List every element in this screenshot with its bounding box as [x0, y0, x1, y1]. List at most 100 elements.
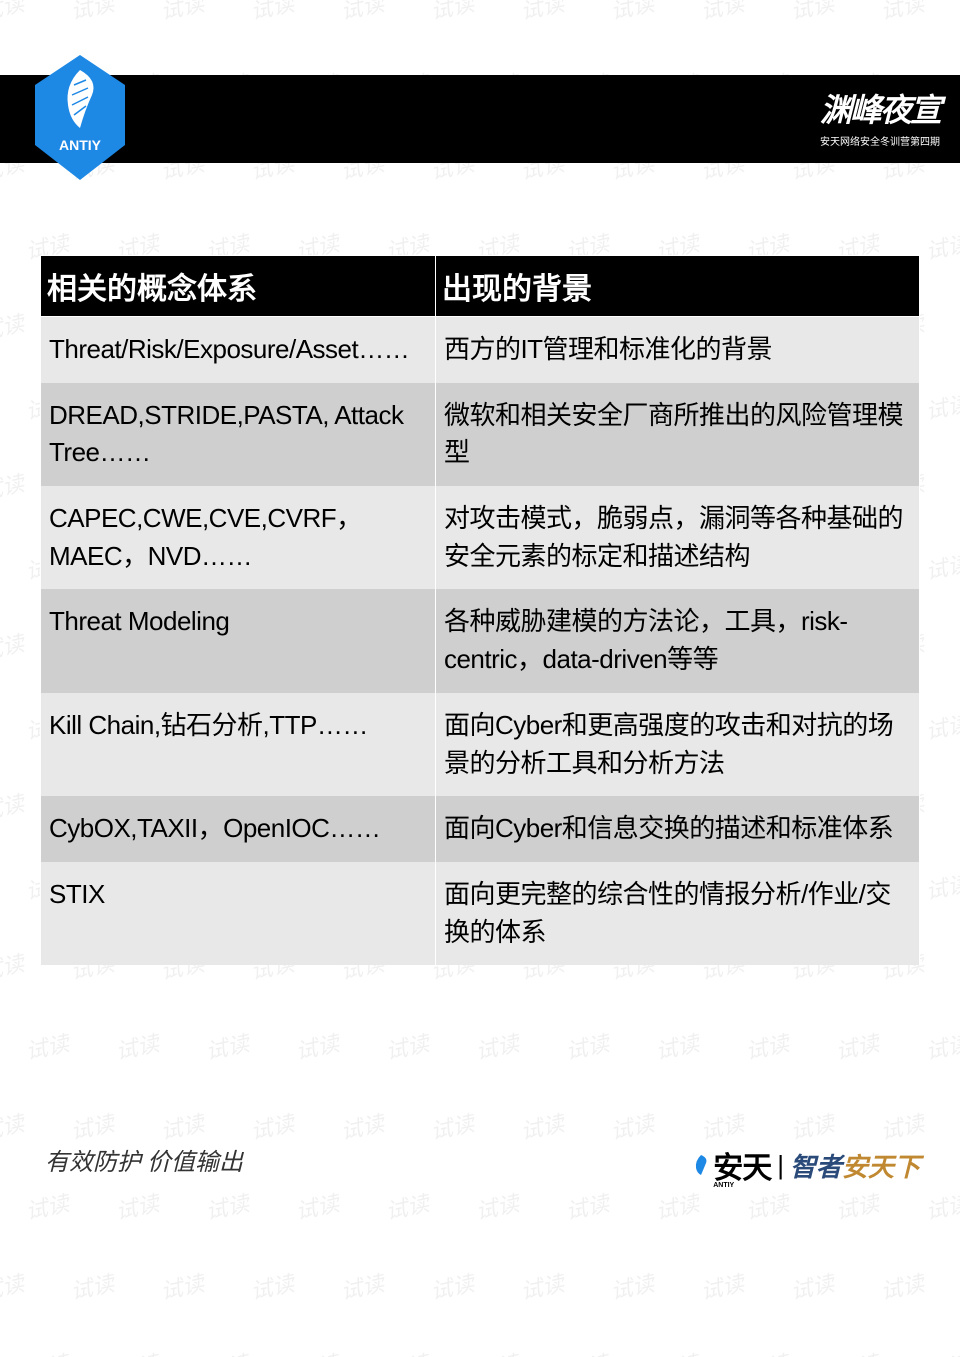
watermark-text: 试读	[697, 1266, 747, 1306]
antiy-logo: ANTIY	[30, 50, 130, 185]
col-header-concept: 相关的概念体系	[41, 256, 436, 317]
header-subtext: 安天网络安全冬训营第四期	[820, 133, 940, 148]
watermark-text: 试读	[877, 1106, 927, 1146]
cell-background: 西方的IT管理和标准化的背景	[435, 317, 919, 383]
logo-text: ANTIY	[59, 137, 102, 153]
cell-background: 面向Cyber和信息交换的描述和标准体系	[435, 796, 919, 862]
footer-slogan-left: 有效防护 价值输出	[45, 1142, 243, 1177]
watermark-text: 试读	[292, 1026, 342, 1066]
watermark-text: 试读	[0, 466, 27, 506]
header-right-decoration: 渊峰夜宣 安天网络安全冬训营第四期	[820, 85, 940, 148]
table-row: Threat Modeling各种威胁建模的方法论，工具，risk-centri…	[41, 589, 920, 692]
calligraphy-title: 渊峰夜宣	[820, 85, 940, 131]
watermark-text: 试读	[922, 866, 960, 906]
feather-icon-small	[691, 1153, 711, 1177]
table-row: CAPEC,CWE,CVE,CVRF，MAEC，NVD……对攻击模式，脆弱点，漏…	[41, 486, 920, 589]
watermark-text: 试读	[832, 1186, 882, 1226]
watermark-text: 试读	[427, 1266, 477, 1306]
watermark-text: 试读	[517, 1106, 567, 1146]
watermark-text: 试读	[67, 1266, 117, 1306]
watermark-text: 试读	[0, 306, 27, 346]
watermark-text: 试读	[517, 1266, 567, 1306]
watermark-text: 试读	[562, 1186, 612, 1226]
watermark-text: 试读	[382, 1186, 432, 1226]
header-bar	[0, 75, 960, 163]
watermark-text: 试读	[22, 1346, 72, 1357]
watermark-text: 试读	[157, 1106, 207, 1146]
brand-name: 安天	[713, 1143, 771, 1187]
watermark-text: 试读	[697, 1106, 747, 1146]
cell-concept: STIX	[41, 862, 436, 965]
footer-brand-right: 安天 ANTIY | 智者安天下	[691, 1143, 920, 1187]
watermark-text: 试读	[337, 0, 387, 26]
watermark-text: 试读	[832, 1026, 882, 1066]
table-row: CybOX,TAXII，OpenIOC……面向Cyber和信息交换的描述和标准体…	[41, 796, 920, 862]
cell-concept: CybOX,TAXII，OpenIOC……	[41, 796, 436, 862]
watermark-text: 试读	[247, 0, 297, 26]
watermark-text: 试读	[877, 1266, 927, 1306]
cell-background: 各种威胁建模的方法论，工具，risk-centric，data-driven等等	[435, 589, 919, 692]
watermark-text: 试读	[562, 1026, 612, 1066]
table-header-row: 相关的概念体系 出现的背景	[41, 256, 920, 317]
watermark-text: 试读	[877, 0, 927, 26]
watermark-text: 试读	[0, 1266, 27, 1306]
watermark-text: 试读	[382, 1346, 432, 1357]
watermark-text: 试读	[517, 0, 567, 26]
watermark-text: 试读	[112, 1346, 162, 1357]
watermark-text: 试读	[292, 1186, 342, 1226]
watermark-text: 试读	[112, 1186, 162, 1226]
watermark-text: 试读	[0, 786, 27, 826]
watermark-text: 试读	[787, 1106, 837, 1146]
cell-concept: Kill Chain,钻石分析,TTP……	[41, 693, 436, 796]
cell-background: 对攻击模式，脆弱点，漏洞等各种基础的安全元素的标定和描述结构	[435, 486, 919, 589]
cell-background: 面向更完整的综合性的情报分析/作业/交换的体系	[435, 862, 919, 965]
watermark-text: 试读	[922, 1346, 960, 1357]
watermark-text: 试读	[247, 1106, 297, 1146]
watermark-text: 试读	[472, 1186, 522, 1226]
watermark-text: 试读	[832, 1346, 882, 1357]
watermark-text: 试读	[742, 1346, 792, 1357]
watermark-text: 试读	[0, 946, 27, 986]
watermark-text: 试读	[0, 626, 27, 666]
brand-slogan: 智者安天下	[790, 1147, 920, 1184]
watermark-text: 试读	[652, 1026, 702, 1066]
watermark-text: 试读	[247, 1266, 297, 1306]
table-row: Threat/Risk/Exposure/Asset……西方的IT管理和标准化的…	[41, 317, 920, 383]
watermark-text: 试读	[742, 1026, 792, 1066]
cell-background: 面向Cyber和更高强度的攻击和对抗的场景的分析工具和分析方法	[435, 693, 919, 796]
cell-concept: DREAD,STRIDE,PASTA, Attack Tree……	[41, 383, 436, 486]
watermark-text: 试读	[922, 226, 960, 266]
watermark-text: 试读	[0, 1106, 27, 1146]
cell-background: 微软和相关安全厂商所推出的风险管理模型	[435, 383, 919, 486]
brand-label-small: ANTIY	[713, 1182, 734, 1189]
watermark-text: 试读	[472, 1346, 522, 1357]
watermark-text: 试读	[337, 1266, 387, 1306]
watermark-text: 试读	[202, 1346, 252, 1357]
cell-concept: CAPEC,CWE,CVE,CVRF，MAEC，NVD……	[41, 486, 436, 589]
watermark-text: 试读	[22, 1026, 72, 1066]
table-row: DREAD,STRIDE,PASTA, Attack Tree……微软和相关安全…	[41, 383, 920, 486]
watermark-text: 试读	[427, 1106, 477, 1146]
watermark-text: 试读	[697, 0, 747, 26]
watermark-text: 试读	[202, 1186, 252, 1226]
concepts-table: 相关的概念体系 出现的背景 Threat/Risk/Exposure/Asset…	[40, 255, 920, 965]
watermark-text: 试读	[607, 1106, 657, 1146]
brand-divider: |	[777, 1150, 784, 1181]
watermark-text: 试读	[607, 0, 657, 26]
watermark-text: 试读	[562, 1346, 612, 1357]
col-header-background: 出现的背景	[435, 256, 919, 317]
watermark-text: 试读	[652, 1346, 702, 1357]
watermark-text: 试读	[607, 1266, 657, 1306]
watermark-text: 试读	[67, 1106, 117, 1146]
watermark-text: 试读	[922, 706, 960, 746]
watermark-text: 试读	[157, 0, 207, 26]
table-row: Kill Chain,钻石分析,TTP……面向Cyber和更高强度的攻击和对抗的…	[41, 693, 920, 796]
watermark-text: 试读	[382, 1026, 432, 1066]
watermark-text: 试读	[922, 386, 960, 426]
cell-concept: Threat Modeling	[41, 589, 436, 692]
watermark-text: 试读	[472, 1026, 522, 1066]
watermark-text: 试读	[742, 1186, 792, 1226]
table-row: STIX面向更完整的综合性的情报分析/作业/交换的体系	[41, 862, 920, 965]
watermark-text: 试读	[922, 1026, 960, 1066]
watermark-text: 试读	[652, 1186, 702, 1226]
